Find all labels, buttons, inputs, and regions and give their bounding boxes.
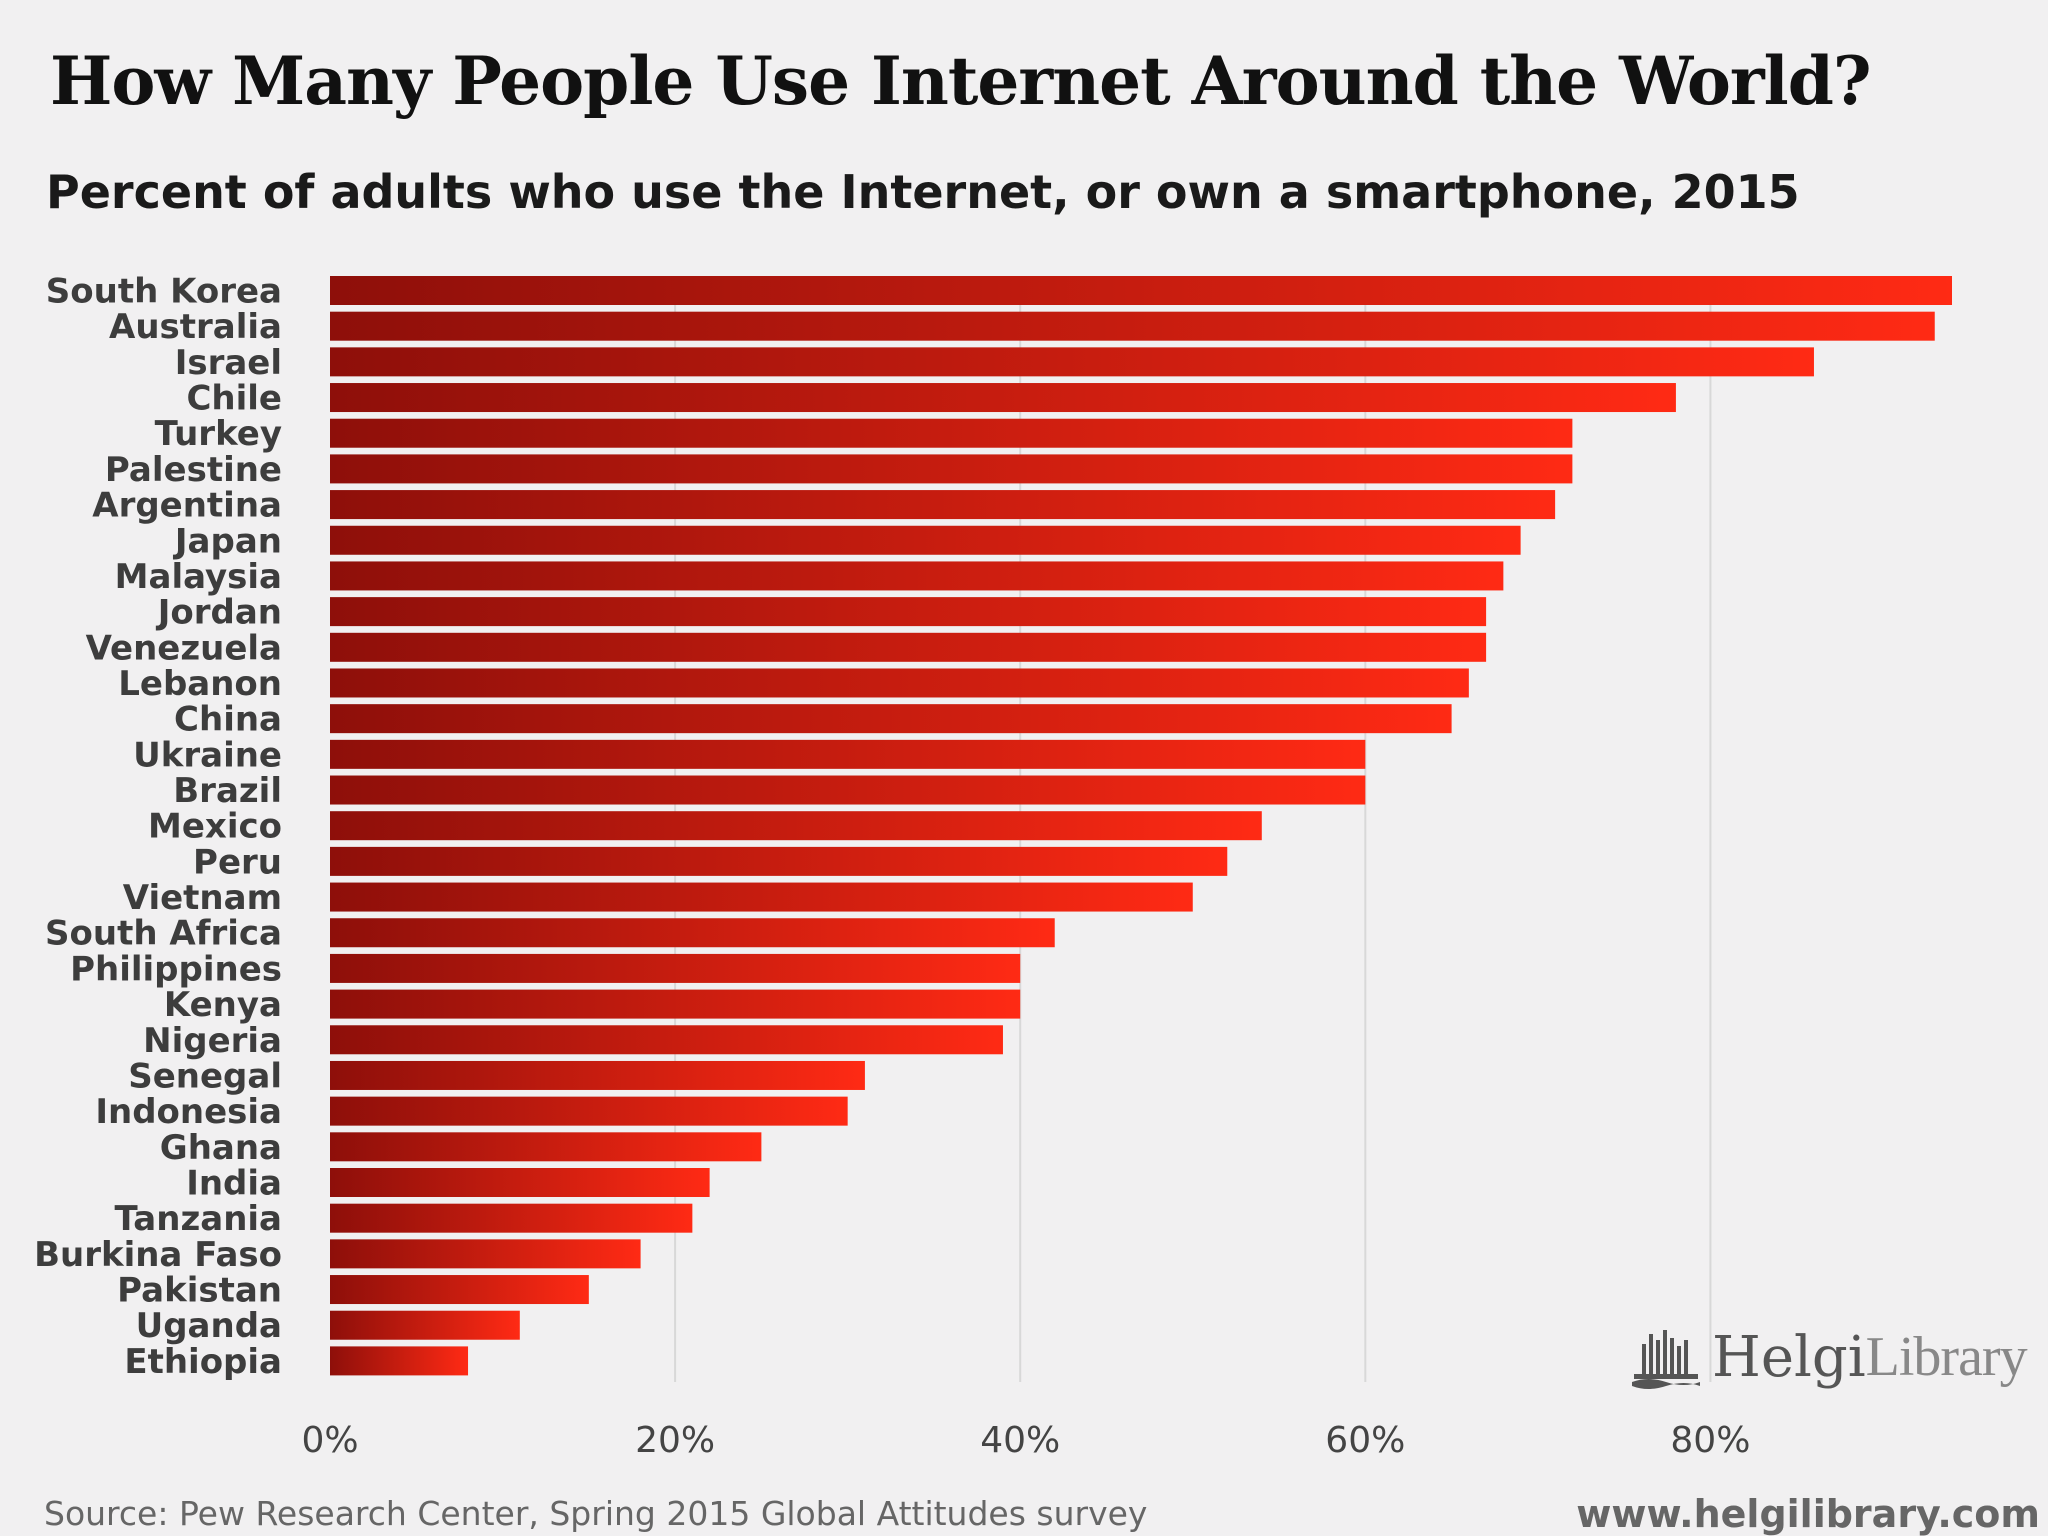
category-label: India	[186, 1164, 282, 1204]
bar-uganda	[330, 1310, 520, 1340]
bar-jordan	[330, 597, 1487, 627]
x-tick-label: 80%	[1670, 1420, 1750, 1461]
bar-turkey	[330, 418, 1573, 448]
bar-mexico	[330, 811, 1262, 841]
bar-senegal	[330, 1060, 865, 1090]
bar-tanzania	[330, 1203, 693, 1233]
bar-philippines	[330, 953, 1021, 983]
category-label: Ghana	[160, 1128, 282, 1168]
bar-australia	[330, 311, 1935, 341]
category-label: Mexico	[148, 807, 282, 847]
bar-ghana	[330, 1132, 762, 1162]
category-label: Malaysia	[115, 557, 282, 597]
category-label: South Korea	[46, 272, 282, 312]
bar-india	[330, 1168, 710, 1197]
category-label: Senegal	[128, 1056, 282, 1096]
library-building-icon	[1632, 1330, 1700, 1389]
category-label: China	[174, 700, 282, 740]
bar-china	[330, 704, 1452, 734]
bar-pakistan	[330, 1275, 589, 1305]
bar-south-africa	[330, 918, 1055, 948]
bar-peru	[330, 846, 1228, 876]
bar-kenya	[330, 989, 1021, 1019]
bar-brazil	[330, 775, 1366, 805]
category-label: Jordan	[156, 593, 282, 633]
category-label: South Africa	[45, 914, 282, 954]
category-label: Philippines	[70, 949, 282, 989]
bar-ukraine	[330, 739, 1366, 769]
bar-burkina-faso	[330, 1239, 641, 1269]
bar-nigeria	[330, 1025, 1003, 1055]
category-label: Israel	[175, 343, 282, 383]
category-label: Chile	[186, 379, 282, 419]
logo-text-library: Library	[1865, 1326, 2028, 1388]
category-label: Ethiopia	[124, 1342, 282, 1382]
category-label: Venezuela	[86, 628, 282, 668]
chart-subtitle: Percent of adults who use the Internet, …	[46, 165, 1800, 219]
category-label: Kenya	[164, 985, 282, 1025]
category-label: Burkina Faso	[34, 1235, 282, 1275]
category-label: Palestine	[105, 450, 282, 490]
bar-japan	[330, 525, 1521, 555]
bar-ethiopia	[330, 1346, 469, 1376]
bar-chile	[330, 383, 1676, 413]
bar-vietnam	[330, 882, 1193, 912]
category-label: Brazil	[173, 771, 282, 811]
category-label: Peru	[193, 842, 282, 882]
bar-palestine	[330, 454, 1573, 484]
bar-venezuela	[330, 632, 1487, 662]
category-label: Turkey	[155, 414, 282, 454]
chart-title: How Many People Use Internet Around the …	[50, 42, 1872, 120]
category-label: Lebanon	[118, 664, 282, 704]
helgi-library-logo: Helgi Library	[1628, 1322, 2028, 1392]
category-label: Nigeria	[143, 1021, 282, 1061]
bar-argentina	[330, 490, 1556, 520]
bar-malaysia	[330, 561, 1504, 591]
source-note: Source: Pew Research Center, Spring 2015…	[44, 1494, 1148, 1533]
category-label: Tanzania	[115, 1199, 283, 1239]
category-label: Pakistan	[117, 1271, 282, 1311]
bar-israel	[330, 347, 1814, 377]
x-tick-label: 60%	[1325, 1420, 1405, 1461]
website-url[interactable]: www.helgilibrary.com	[1576, 1492, 2040, 1536]
category-label: Australia	[109, 307, 282, 347]
bar-south-korea	[330, 276, 1952, 305]
category-label: Ukraine	[133, 735, 282, 775]
x-tick-label: 0%	[301, 1420, 358, 1461]
category-label: Japan	[173, 521, 282, 561]
logo-text-helgi: Helgi	[1712, 1324, 1866, 1390]
bar-indonesia	[330, 1096, 848, 1126]
bar-lebanon	[330, 668, 1469, 698]
category-label: Indonesia	[95, 1092, 282, 1132]
x-tick-label: 40%	[980, 1420, 1060, 1461]
category-label: Vietnam	[123, 878, 282, 918]
category-label: Uganda	[136, 1306, 282, 1346]
category-label: Argentina	[92, 486, 282, 526]
x-tick-label: 20%	[635, 1420, 715, 1461]
